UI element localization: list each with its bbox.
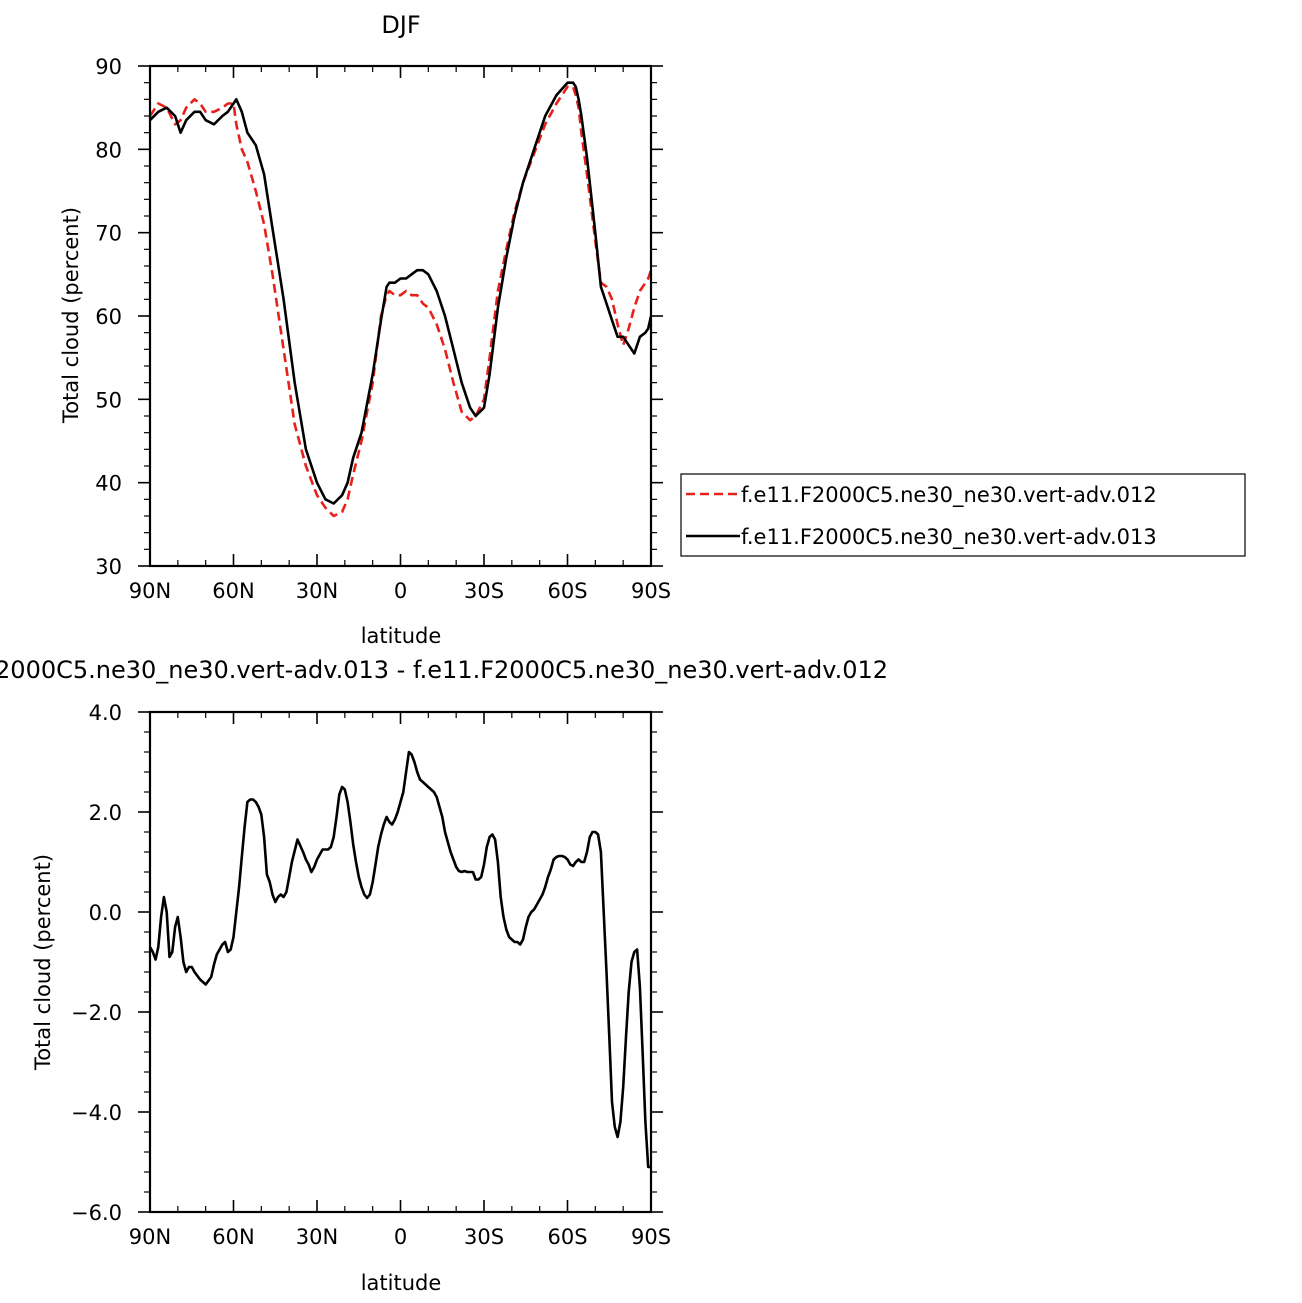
bottom-panel-x-axis-label: latitude: [361, 1271, 442, 1295]
top-panel-axes: 90N 60N 30N 0 30S 60S 90S 30 40 50 60 70 80 90: [95, 55, 671, 603]
bottom-panel-x-tick-label: 30N: [296, 1225, 338, 1249]
top-panel-x-tick-label: 30S: [464, 579, 504, 603]
top-panel-lines: [148, 81, 653, 518]
bottom-panel-plot-frame: [148, 710, 653, 1214]
top-panel-y-tick-label: 80: [95, 138, 122, 162]
top-panel-y-tick-label: 40: [95, 472, 122, 496]
top-panel-x-tick-label: 90S: [631, 579, 671, 603]
bottom-panel-y-tick-label: −6.0: [71, 1201, 122, 1225]
bottom-panel-axes: 90N 60N 30N 0 30S 60S 90S −6.0 −4.0 −2.0 0.0 2.0 4.0: [71, 701, 671, 1249]
top-panel-title: DJF: [381, 11, 420, 39]
bottom-panel-y-tick-label: 4.0: [89, 701, 122, 725]
bottom-panel-y-tick-label: 2.0: [89, 801, 122, 825]
top-panel-y-tick-label: 50: [95, 388, 122, 412]
top-panel-y-tick-label: 30: [95, 555, 122, 579]
top-panel-y-tick-label: 60: [95, 305, 122, 329]
top-panel-x-tick-label: 30N: [296, 579, 338, 603]
top-panel-x-tick-label: 60N: [212, 579, 254, 603]
bottom-panel-y-tick-label: −4.0: [71, 1101, 122, 1125]
bottom-panel: f.e11.F2000C5.ne30_ne30.vert-adv.013 - f…: [0, 656, 888, 1295]
top-panel-y-tick-label: 70: [95, 222, 122, 246]
bottom-panel-title: f.e11.F2000C5.ne30_ne30.vert-adv.013 - f…: [0, 656, 888, 684]
top-panel-y-tick-label: 90: [95, 55, 122, 79]
top-panel-x-axis-label: latitude: [361, 624, 442, 648]
bottom-panel-x-tick-label: 90N: [129, 1225, 171, 1249]
bottom-panel-lines: [148, 750, 651, 1169]
bottom-panel-x-tick-label: 0: [394, 1225, 407, 1249]
top-panel: DJF 90N 60N 30N 0 30S 60S 90S 30 40 50 60 70 80 90 la…: [59, 11, 671, 648]
legend: f.e11.F2000C5.ne30_ne30.vert-adv.012 f.e…: [680, 473, 1246, 557]
top-panel-plot-frame: [148, 64, 653, 568]
bottom-panel-x-tick-label: 90S: [631, 1225, 671, 1249]
top-panel-x-tick-label: 60S: [547, 579, 587, 603]
legend-label-series-1: f.e11.F2000C5.ne30_ne30.vert-adv.012: [741, 483, 1157, 508]
bottom-panel-y-axis-label: Total cloud (percent): [31, 854, 55, 1071]
bottom-panel-series-line-1: [148, 750, 651, 1169]
top-panel-series-line-2: [149, 81, 653, 505]
top-panel-x-tick-label: 0: [394, 579, 407, 603]
legend-label-series-2: f.e11.F2000C5.ne30_ne30.vert-adv.013: [741, 525, 1157, 550]
bottom-panel-x-tick-label: 30S: [464, 1225, 504, 1249]
bottom-panel-x-tick-label: 60N: [212, 1225, 254, 1249]
bottom-panel-y-tick-label: 0.0: [89, 901, 122, 925]
top-panel-series-line-1: [148, 85, 653, 518]
bottom-panel-x-tick-label: 60S: [547, 1225, 587, 1249]
bottom-panel-y-tick-label: −2.0: [71, 1001, 122, 1025]
legend-box: [680, 473, 1246, 557]
top-panel-x-tick-label: 90N: [129, 579, 171, 603]
top-panel-y-axis-label: Total cloud (percent): [59, 207, 83, 424]
